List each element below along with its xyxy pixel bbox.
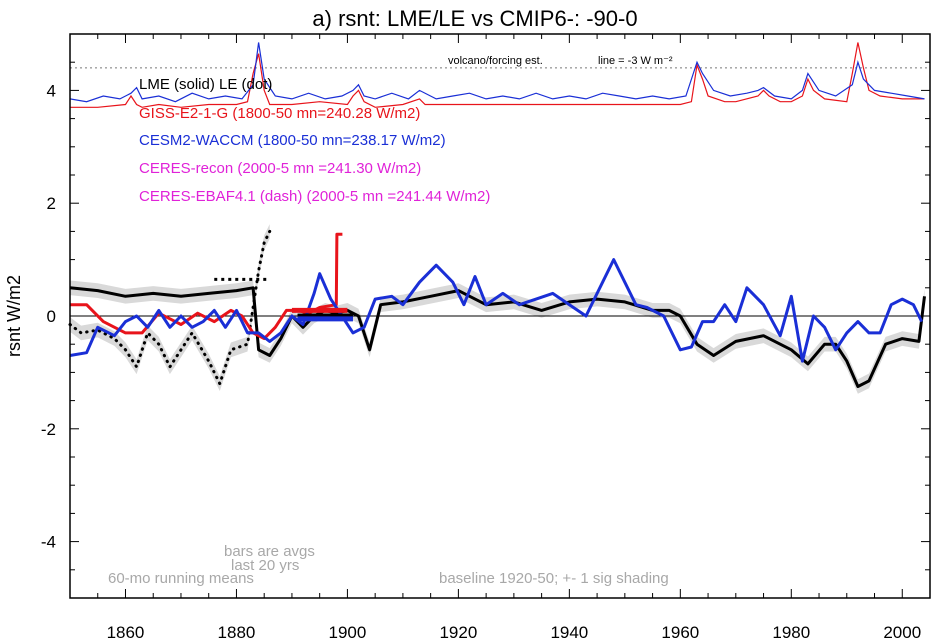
series-line-cesm2-waccm xyxy=(69,258,924,363)
baseline-note: baseline 1920-50; +- 1 sig shading xyxy=(439,570,669,587)
x-tick-label: 1880 xyxy=(218,623,256,641)
data-series xyxy=(68,229,926,388)
chart-title: a) rsnt: LME/LE vs CMIP6-: -90-0 xyxy=(312,6,637,31)
running-mean-note: 60-mo running means xyxy=(108,570,254,587)
legend-entry-giss: GISS-E2-1-G (1800-50 mn=240.28 W/m2) xyxy=(139,105,420,122)
volcano-annotation: volcano/forcing est. xyxy=(448,55,543,67)
average-bars xyxy=(214,277,353,322)
series-line-giss-e2-1-g xyxy=(70,232,344,341)
x-tick-label: 1900 xyxy=(329,623,367,641)
y-axis-label: rsnt W/m2 xyxy=(4,275,24,357)
y-tick-label: 2 xyxy=(47,194,56,213)
bars-note-line1: bars are avgs xyxy=(224,543,315,560)
volcano-trace-cesm2-waccm xyxy=(69,42,925,103)
uncertainty-shading xyxy=(70,224,925,394)
x-tick-label: 1980 xyxy=(772,623,810,641)
axes: 1860 1880 1900 1920 1940 1960 1980 2000 -4 -2 0 2 4 xyxy=(41,33,931,641)
x-tick-label: 1960 xyxy=(661,623,699,641)
legend-entry-lme-le: LME (solid) LE (dot) xyxy=(139,76,272,93)
x-tick-label: 1860 xyxy=(107,623,145,641)
x-tick-label: 2000 xyxy=(883,623,921,641)
x-tick-label: 1920 xyxy=(439,623,477,641)
y-tick-label: -2 xyxy=(41,420,56,439)
y-tick-label: 4 xyxy=(47,81,56,100)
legend-entry-cesm2: CESM2-WACCM (1800-50 mn=238.17 W/m2) xyxy=(139,132,446,149)
legend-entry-ceres-recon: CERES-recon (2000-5 mn =241.30 W/m2) xyxy=(139,160,421,177)
volcano-traces xyxy=(69,42,925,108)
volcano-trace-giss-e2-1-g xyxy=(70,42,925,108)
legend-entry-ceres-ebaf: CERES-EBAF4.1 (dash) (2000-5 mn =241.44 … xyxy=(139,188,490,205)
shading-le xyxy=(70,224,270,391)
y-tick-label: -4 xyxy=(41,533,56,552)
line-scale-annotation: line = -3 W m⁻² xyxy=(598,55,673,67)
bars-note-line2: last 20 yrs xyxy=(231,557,299,574)
legend: LME (solid) LE (dot) GISS-E2-1-G (1800-5… xyxy=(139,76,490,205)
y-tick-label: 0 xyxy=(47,307,56,326)
x-tick-label: 1940 xyxy=(550,623,588,641)
